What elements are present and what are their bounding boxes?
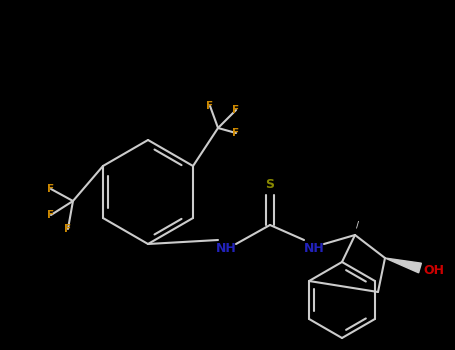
Text: F: F	[47, 184, 55, 194]
Text: F: F	[207, 101, 213, 111]
Text: F: F	[65, 224, 71, 234]
Text: NH: NH	[216, 241, 237, 254]
Text: OH: OH	[424, 264, 445, 276]
Text: S: S	[266, 178, 274, 191]
Text: F: F	[233, 105, 240, 115]
Text: /: /	[357, 220, 359, 230]
Text: NH: NH	[303, 241, 324, 254]
Polygon shape	[385, 258, 421, 273]
Text: F: F	[47, 210, 55, 220]
Text: F: F	[233, 128, 240, 138]
